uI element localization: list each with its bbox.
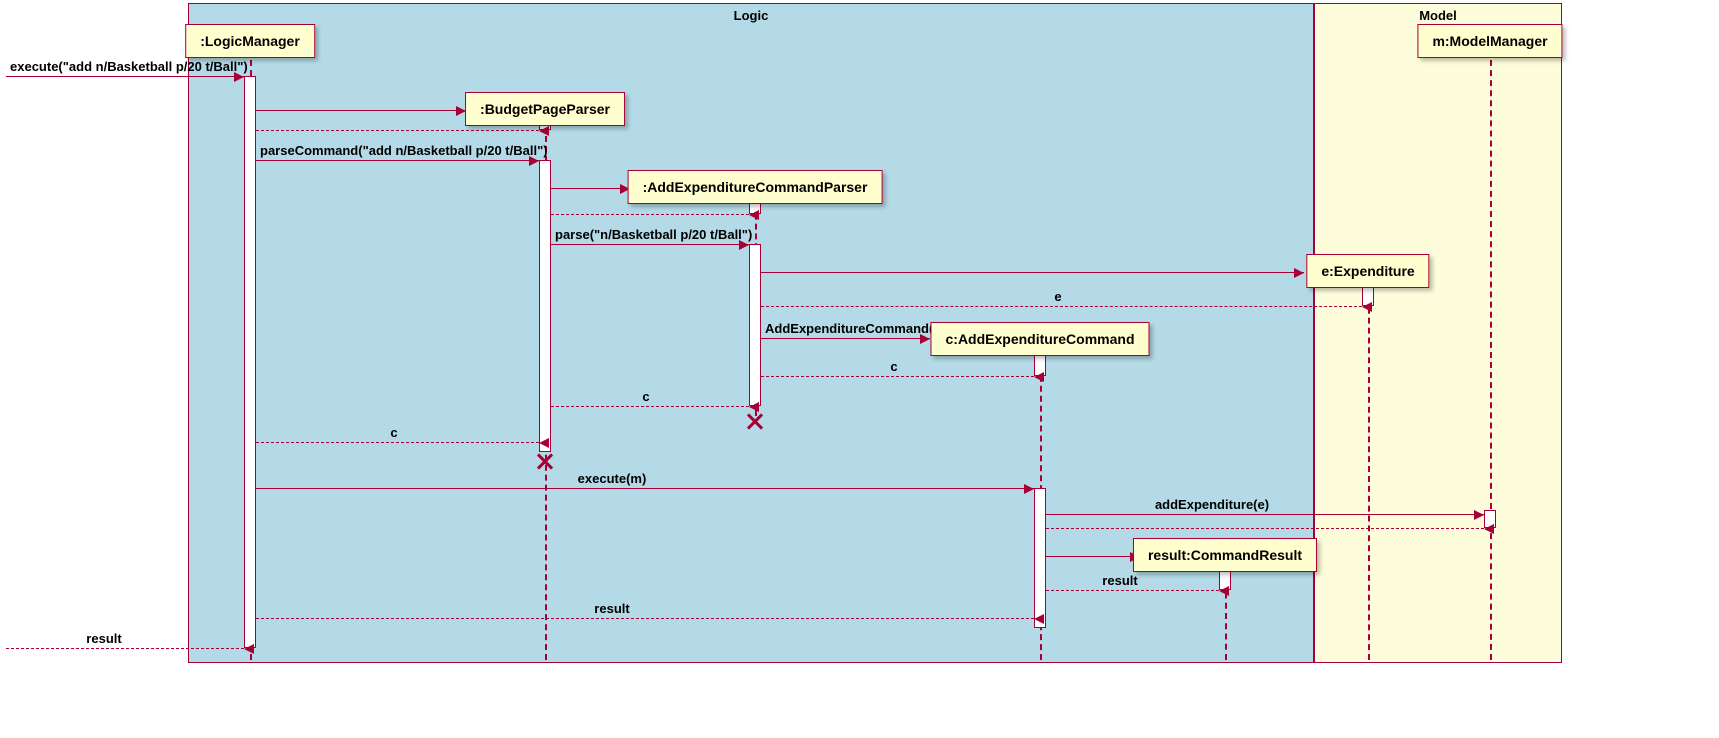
message-line-14 — [1046, 514, 1484, 515]
arrow-head-13 — [1024, 484, 1034, 494]
message-line-9 — [761, 338, 930, 339]
region-title-logic: Logic — [189, 4, 1313, 27]
message-line-8 — [761, 306, 1362, 307]
message-line-4 — [551, 188, 630, 189]
participant-aec: c:AddExpenditureCommand — [930, 322, 1149, 356]
message-line-0 — [6, 76, 244, 77]
activation-lm-0 — [244, 76, 256, 648]
message-line-16 — [1046, 556, 1140, 557]
message-label-12: c — [390, 425, 397, 440]
message-label-10: c — [890, 359, 897, 374]
arrow-head-17 — [1219, 586, 1229, 596]
arrow-head-11 — [749, 402, 759, 412]
destroy-bpp — [535, 450, 555, 470]
message-line-10 — [761, 376, 1034, 377]
message-label-19: result — [86, 631, 121, 646]
participant-bpp: :BudgetPageParser — [465, 92, 625, 126]
message-label-18: result — [594, 601, 629, 616]
message-line-18 — [256, 618, 1034, 619]
message-line-1 — [256, 110, 466, 111]
participant-lm: :LogicManager — [185, 24, 315, 58]
message-label-14: addExpenditure(e) — [1155, 497, 1269, 512]
message-line-6 — [551, 244, 749, 245]
message-line-3 — [256, 160, 539, 161]
message-line-13 — [256, 488, 1034, 489]
arrow-head-14 — [1474, 510, 1484, 520]
message-label-9: AddExpenditureCommand(e) — [765, 321, 945, 336]
message-label-11: c — [642, 389, 649, 404]
arrow-head-10 — [1034, 372, 1044, 382]
arrow-head-2 — [539, 126, 549, 136]
message-line-11 — [551, 406, 749, 407]
message-line-19 — [6, 648, 244, 649]
arrow-head-7 — [1294, 268, 1304, 278]
arrow-head-5 — [749, 210, 759, 220]
lifeline-mm — [1490, 60, 1492, 660]
participant-exp: e:Expenditure — [1306, 254, 1429, 288]
arrow-head-8 — [1362, 302, 1372, 312]
message-line-2 — [256, 130, 539, 131]
destroy-aep — [745, 410, 765, 430]
message-label-8: e — [1054, 289, 1061, 304]
message-line-12 — [256, 442, 539, 443]
lifeline-exp — [1368, 288, 1370, 660]
participant-mm: m:ModelManager — [1417, 24, 1562, 58]
message-line-5 — [551, 214, 749, 215]
message-line-15 — [1046, 528, 1484, 529]
message-line-17 — [1046, 590, 1219, 591]
message-label-3: parseCommand("add n/Basketball p/20 t/Ba… — [260, 143, 548, 158]
sequence-diagram: LogicModel execute("add n/Basketball p/20… — [0, 0, 1719, 738]
arrow-head-19 — [244, 644, 254, 654]
participant-aep: :AddExpenditureCommandParser — [628, 170, 883, 204]
activation-bpp-2 — [539, 160, 551, 452]
arrow-head-12 — [539, 438, 549, 448]
activation-aec-7 — [1034, 488, 1046, 628]
activation-aep-4 — [749, 244, 761, 406]
message-label-0: execute("add n/Basketball p/20 t/Ball") — [10, 59, 248, 74]
message-label-13: execute(m) — [578, 471, 647, 486]
arrow-head-18 — [1034, 614, 1044, 624]
message-label-17: result — [1102, 573, 1137, 588]
message-label-6: parse("n/Basketball p/20 t/Ball") — [555, 227, 752, 242]
message-line-7 — [761, 272, 1304, 273]
region-model: Model — [1314, 3, 1562, 663]
arrow-head-15 — [1484, 524, 1494, 534]
participant-cr: result:CommandResult — [1133, 538, 1317, 572]
